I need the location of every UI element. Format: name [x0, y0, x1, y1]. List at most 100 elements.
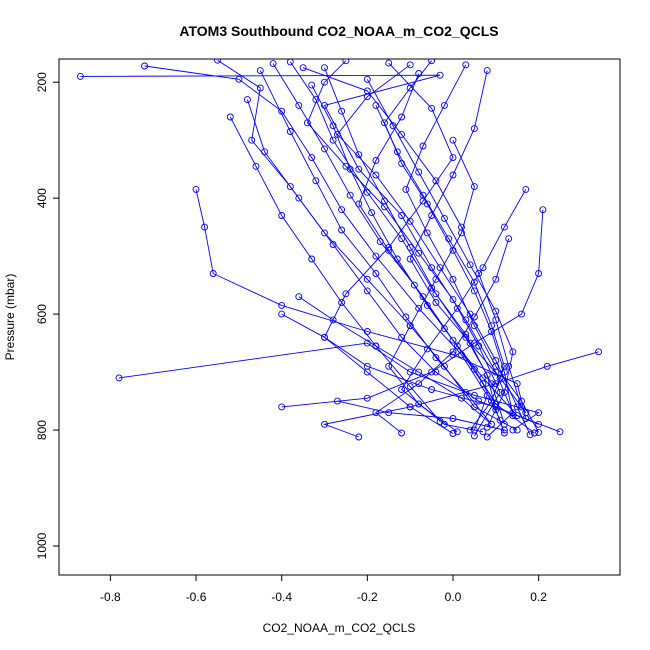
data-point-28-7	[500, 362, 508, 370]
data-point-10-3	[518, 310, 525, 318]
data-point-11-1	[522, 185, 530, 193]
series-line-9	[322, 351, 599, 438]
data-point-29-1	[295, 293, 303, 301]
data-point-17-3	[415, 168, 423, 176]
data-point-4-1	[286, 59, 294, 66]
series-line-26	[405, 64, 539, 433]
data-point-1-1	[76, 72, 84, 80]
data-point-20-6	[432, 290, 440, 298]
data-point-20-4	[381, 197, 388, 205]
data-point-13-4	[329, 241, 337, 248]
data-point-19-3	[381, 119, 388, 127]
series-line-18	[229, 116, 441, 422]
data-point-4-5	[398, 235, 406, 243]
x-tick-label: -0.2	[357, 590, 378, 604]
data-point-27-1	[308, 81, 316, 89]
data-point-7-1	[192, 185, 200, 193]
y-axis-label: Pressure (mbar)	[3, 274, 17, 361]
data-point-5-9	[496, 388, 504, 396]
data-point-11-4	[453, 304, 461, 312]
data-point-24-8	[462, 388, 470, 396]
data-point-21-6	[535, 420, 543, 428]
data-point-1-3	[321, 101, 328, 109]
y-axis: 200 400 600 800 1000	[35, 72, 59, 559]
data-point-27-2	[329, 122, 337, 130]
series-line-29	[298, 296, 492, 425]
data-point-28-3	[419, 191, 427, 199]
data-point-30-8	[453, 428, 461, 436]
data-point-27-5	[393, 255, 401, 263]
y-tick-label: 1000	[35, 532, 49, 559]
data-point-30-1	[449, 136, 457, 144]
data-point-1-10	[483, 433, 491, 441]
data-point-14-7	[492, 316, 500, 324]
x-axis-label: CO2_NOAA_m_CO2_QCLS	[263, 621, 416, 635]
series-line-19	[383, 60, 514, 416]
data-point-16-10	[530, 429, 538, 437]
series-line-1	[80, 74, 514, 438]
data-point-13-3	[295, 194, 303, 202]
data-point-14-3	[398, 130, 406, 138]
data-point-26-5	[423, 229, 431, 237]
data-point-2-1	[141, 62, 149, 70]
data-point-14-6	[475, 270, 483, 277]
data-point-10-5	[428, 368, 436, 376]
data-point-15-1	[385, 59, 393, 67]
data-point-27-4	[368, 209, 376, 217]
data-point-9-5	[321, 420, 328, 428]
data-point-11-3	[479, 264, 487, 272]
data-point-20-2	[338, 107, 346, 115]
data-point-9-1	[595, 348, 603, 356]
data-point-16-2	[295, 101, 303, 109]
data-point-12-5	[406, 255, 414, 263]
data-point-11-6	[398, 386, 406, 393]
data-point-13-9	[556, 428, 564, 436]
data-point-29-6	[488, 420, 495, 428]
data-point-13-7	[432, 368, 440, 376]
series-line-3	[217, 59, 518, 431]
data-point-18-4	[308, 255, 316, 263]
data-point-28-6	[488, 322, 495, 330]
series-line-7	[195, 189, 527, 419]
data-point-5-10	[470, 432, 478, 440]
x-axis: -0.8 -0.6 -0.4 -0.2 0.0 0.2	[100, 575, 547, 604]
data-point-25-2	[398, 113, 406, 121]
data-point-6-6	[436, 264, 444, 272]
data-point-15-10	[449, 430, 457, 437]
data-point-20-5	[406, 243, 414, 251]
data-point-14-8	[505, 362, 513, 370]
data-point-27-3	[346, 165, 354, 173]
data-point-10-4	[470, 339, 478, 347]
series-line-10	[281, 209, 544, 408]
data-point-25-1	[415, 70, 423, 77]
data-point-27-7	[453, 342, 461, 350]
data-point-3-1	[214, 59, 221, 64]
data-point-29-4	[415, 368, 423, 376]
data-point-28-2	[393, 148, 401, 156]
data-point-10-1	[539, 206, 547, 214]
data-point-19-1	[428, 59, 436, 65]
data-point-12-8	[496, 374, 504, 382]
data-point-8-6	[509, 426, 517, 434]
data-point-15-6	[342, 290, 350, 298]
data-point-3-6	[363, 275, 371, 283]
data-point-17-4	[440, 214, 448, 222]
data-point-12-1	[483, 67, 491, 75]
data-point-16-3	[321, 145, 328, 153]
data-point-17-8	[500, 388, 508, 396]
series-line-14	[302, 67, 522, 408]
data-point-25-9	[513, 412, 521, 420]
data-point-2-6	[372, 252, 380, 260]
data-point-1-2	[436, 71, 444, 79]
data-point-26-4	[402, 185, 410, 193]
series-line-30	[388, 140, 475, 433]
data-point-20-3	[355, 151, 363, 159]
data-point-5-1	[342, 59, 350, 65]
data-point-30-3	[458, 229, 465, 237]
data-point-2-7	[415, 304, 423, 312]
x-tick-label: -0.4	[271, 590, 292, 604]
series-line-25	[358, 73, 518, 416]
data-point-30-4	[432, 275, 440, 283]
data-point-24-6	[402, 313, 410, 321]
data-point-14-1	[299, 64, 307, 72]
